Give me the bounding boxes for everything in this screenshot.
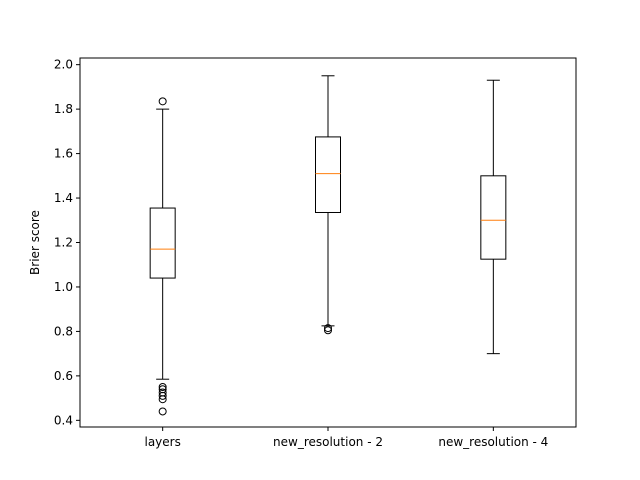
y-axis-label: Brier score	[28, 210, 42, 275]
y-tick-label: 1.8	[54, 102, 73, 116]
x-tick-label: layers	[144, 435, 180, 449]
box-group	[315, 75, 341, 335]
y-axis: 0.4 0.6 0.8 1.0 1.2 1.4 1.6 1.8 2.0	[54, 58, 80, 427]
box	[149, 207, 176, 279]
outlier-point	[158, 382, 167, 391]
x-tick-label: new_resolution - 4	[438, 435, 548, 449]
y-tick-label: 1.2	[54, 236, 73, 250]
outlier-point	[158, 395, 167, 404]
x-axis: layers new_resolution - 2 new_resolution -…	[144, 427, 548, 449]
outlier-point	[158, 97, 167, 106]
boxes	[149, 75, 507, 416]
outlier-point	[324, 326, 332, 335]
y-tick-label: 2.0	[54, 58, 73, 72]
box	[480, 175, 507, 260]
y-tick-label: 0.6	[54, 369, 73, 383]
box-group	[480, 79, 507, 355]
box	[315, 136, 341, 213]
y-tick-label: 1.4	[54, 191, 73, 205]
y-tick-label: 1.0	[54, 280, 73, 294]
outlier-point	[158, 391, 167, 400]
x-tick-label: new_resolution - 2	[273, 435, 383, 449]
outlier-point	[324, 324, 332, 333]
outlier-point	[158, 407, 167, 416]
y-tick-label: 0.8	[54, 324, 73, 338]
y-tick-label: 0.4	[54, 413, 73, 427]
box-group	[149, 97, 176, 416]
y-tick-label: 1.6	[54, 147, 73, 161]
